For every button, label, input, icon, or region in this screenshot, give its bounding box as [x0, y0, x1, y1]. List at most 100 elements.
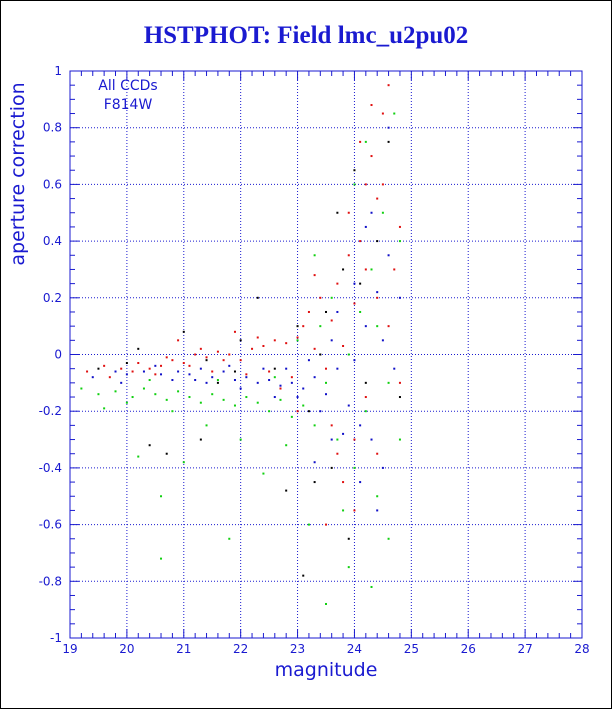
data-points — [80, 84, 401, 605]
data-point — [342, 268, 345, 271]
data-point — [205, 424, 208, 427]
data-point — [381, 183, 384, 186]
data-point — [364, 268, 367, 271]
data-point — [313, 376, 316, 379]
data-point — [97, 367, 100, 370]
data-point — [171, 379, 174, 382]
data-point — [313, 347, 316, 350]
x-tick-label: 21 — [176, 642, 191, 656]
data-point — [233, 404, 236, 407]
data-point — [347, 566, 350, 569]
annotation-ccds: All CCDs — [98, 78, 158, 94]
data-point — [353, 438, 356, 441]
data-point — [205, 381, 208, 384]
data-point — [137, 362, 140, 365]
data-point — [239, 359, 242, 362]
data-point — [285, 367, 288, 370]
data-point — [228, 353, 231, 356]
data-point — [313, 254, 316, 257]
data-point — [199, 438, 202, 441]
data-point — [233, 330, 236, 333]
data-point — [103, 407, 106, 410]
data-point — [188, 396, 191, 399]
data-point — [336, 282, 339, 285]
data-point — [307, 523, 310, 526]
data-point — [80, 387, 83, 390]
data-point — [307, 359, 310, 362]
data-point — [290, 415, 293, 418]
data-point — [364, 183, 367, 186]
grid-lines — [70, 71, 582, 638]
data-point — [387, 84, 390, 87]
y-tick-label: 0.4 — [43, 234, 62, 248]
data-point — [273, 339, 276, 342]
data-point — [319, 410, 322, 413]
data-point — [353, 509, 356, 512]
data-point — [256, 296, 259, 299]
data-point — [330, 466, 333, 469]
data-point — [290, 381, 293, 384]
data-point — [154, 364, 157, 367]
data-point — [359, 481, 362, 484]
annotation-filter: F814W — [103, 97, 153, 113]
data-point — [325, 381, 327, 384]
data-point — [347, 404, 350, 407]
data-point — [142, 370, 145, 373]
data-point — [376, 325, 379, 328]
data-point — [194, 353, 197, 356]
data-point — [376, 495, 379, 498]
data-point — [381, 466, 384, 469]
data-point — [398, 381, 401, 384]
data-point — [216, 381, 219, 384]
data-point — [359, 140, 362, 143]
y-tick-label: -0.6 — [39, 518, 62, 532]
x-tick-label: 22 — [233, 642, 248, 656]
data-point — [148, 379, 151, 382]
data-point — [364, 381, 367, 384]
data-point — [336, 438, 339, 441]
data-point — [398, 438, 401, 441]
data-point — [142, 387, 145, 390]
data-point — [370, 104, 373, 107]
x-tick-label: 20 — [119, 642, 134, 656]
data-point — [114, 390, 117, 393]
data-point — [222, 359, 225, 362]
y-tick-label: 1 — [54, 64, 62, 78]
data-point — [279, 387, 282, 390]
data-point — [251, 347, 254, 350]
data-point — [393, 112, 396, 115]
data-point — [359, 310, 362, 313]
data-point — [387, 381, 390, 384]
data-point — [262, 472, 265, 475]
data-point — [364, 396, 367, 399]
chart-title: HSTPHOT: Field lmc_u2pu02 — [143, 22, 469, 49]
data-point — [336, 310, 339, 313]
data-point — [364, 225, 367, 228]
data-point — [347, 254, 350, 257]
data-point — [325, 523, 327, 526]
data-point — [330, 296, 333, 299]
data-point — [342, 481, 345, 484]
data-point — [91, 376, 94, 379]
x-tick-label: 27 — [517, 642, 532, 656]
data-point — [342, 432, 345, 435]
data-point — [393, 268, 396, 271]
data-point — [228, 537, 231, 540]
data-point — [296, 325, 299, 328]
data-point — [273, 367, 276, 370]
data-point — [370, 155, 373, 158]
data-point — [199, 401, 202, 404]
data-point — [262, 344, 265, 347]
data-point — [381, 211, 384, 214]
data-point — [353, 302, 356, 305]
data-point — [177, 370, 180, 373]
data-point — [245, 376, 248, 379]
data-point — [137, 347, 140, 350]
data-point — [125, 401, 128, 404]
data-point — [307, 410, 310, 413]
data-point — [336, 211, 339, 214]
data-point — [347, 211, 350, 214]
data-point — [268, 379, 271, 382]
data-point — [103, 364, 106, 367]
